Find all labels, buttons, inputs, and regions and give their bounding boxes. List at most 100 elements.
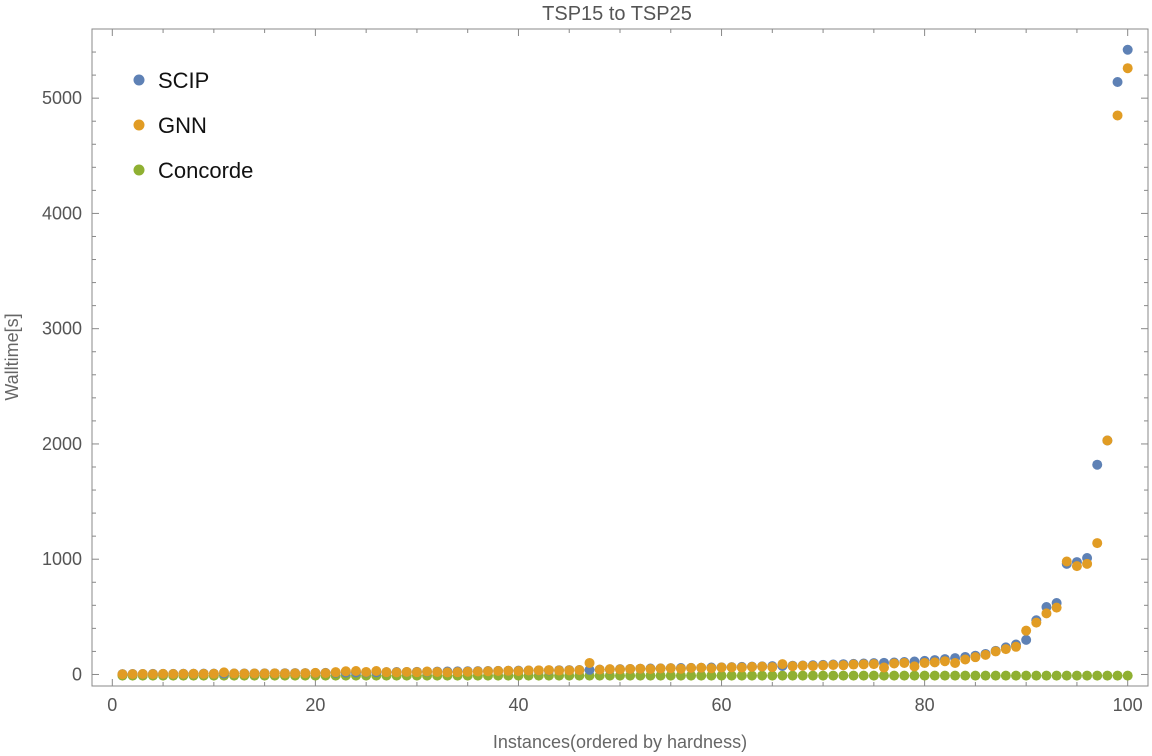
point-gnn [960,654,971,665]
point-concorde [899,670,910,681]
y-tick-label: 0 [72,664,82,684]
point-gnn [229,668,240,679]
point-concorde [696,670,707,681]
point-gnn [219,667,229,678]
point-gnn [787,661,798,672]
data-points [117,44,1133,681]
point-gnn [290,668,301,679]
x-axis-label: Instances(ordered by hardness) [493,732,747,752]
point-concorde [909,670,920,681]
legend: SCIP GNN Concorde [133,68,253,183]
point-concorde [848,670,859,681]
point-concorde [757,670,768,681]
legend-label-gnn: GNN [158,113,207,138]
point-gnn [645,663,656,674]
point-concorde [1082,670,1093,681]
point-gnn [351,666,361,677]
point-concorde [858,670,869,681]
point-gnn [797,660,808,671]
x-tick-label: 60 [712,695,732,715]
x-tick-label: 20 [305,695,325,715]
point-concorde [726,670,737,681]
point-concorde [767,670,778,681]
point-gnn [736,662,747,673]
point-concorde [950,670,961,681]
point-gnn [422,666,433,677]
point-gnn [1071,561,1082,572]
point-gnn [868,659,879,670]
point-gnn [838,660,849,671]
point-gnn [1031,617,1042,628]
point-concorde [1102,670,1113,681]
point-gnn [1021,625,1032,636]
point-scip [584,664,595,675]
point-concorde [747,670,757,681]
legend-marker-scip [133,74,145,86]
point-gnn [686,663,697,674]
y-tick-label: 2000 [42,434,82,454]
point-gnn [391,667,402,678]
point-gnn [696,662,707,673]
point-gnn [665,663,676,674]
point-gnn [310,667,321,678]
point-gnn [919,657,930,668]
point-gnn [137,669,148,680]
point-gnn [1122,63,1133,74]
point-concorde [1061,670,1072,681]
point-gnn [442,667,453,678]
point-scip [1112,77,1123,88]
point-gnn [381,667,392,678]
point-gnn [929,657,940,668]
point-gnn [147,669,158,680]
point-concorde [1031,670,1042,681]
point-gnn [604,664,615,675]
point-gnn [452,667,463,678]
point-gnn [533,665,544,676]
point-concorde [1122,670,1133,681]
point-gnn [1112,110,1123,121]
point-gnn [858,659,869,670]
point-gnn [239,668,250,679]
point-gnn [198,668,209,679]
point-gnn [615,664,625,675]
point-concorde [1000,670,1011,681]
point-gnn [320,668,331,679]
point-gnn [168,669,179,680]
point-gnn [513,666,524,677]
point-gnn [1061,556,1072,567]
point-concorde [1112,670,1123,681]
point-gnn [625,663,636,674]
point-gnn [483,666,493,677]
point-gnn [706,663,717,674]
point-gnn [848,659,859,670]
point-concorde [828,670,839,681]
point-concorde [1041,670,1052,681]
point-concorde [818,670,829,681]
point-gnn [909,661,920,672]
point-gnn [361,666,372,677]
legend-label-concorde: Concorde [158,158,253,183]
legend-marker-concorde [133,164,145,176]
point-scip [1021,634,1032,645]
point-gnn [980,649,991,660]
point-gnn [1092,538,1103,549]
y-tick-label: 5000 [42,88,82,108]
point-concorde [960,670,971,681]
point-gnn [259,668,270,679]
point-gnn [371,666,382,677]
point-gnn [879,662,889,673]
point-gnn [818,660,829,671]
point-gnn [543,665,554,676]
point-gnn [188,668,199,679]
x-tick-label: 80 [915,695,935,715]
point-gnn [726,662,737,673]
point-gnn [767,662,778,673]
point-gnn [503,665,514,676]
point-gnn [990,646,1001,657]
chart-title: TSP15 to TSP25 [542,3,692,25]
point-gnn [574,665,585,676]
point-gnn [564,665,575,676]
point-concorde [635,670,646,681]
point-gnn [300,668,311,679]
